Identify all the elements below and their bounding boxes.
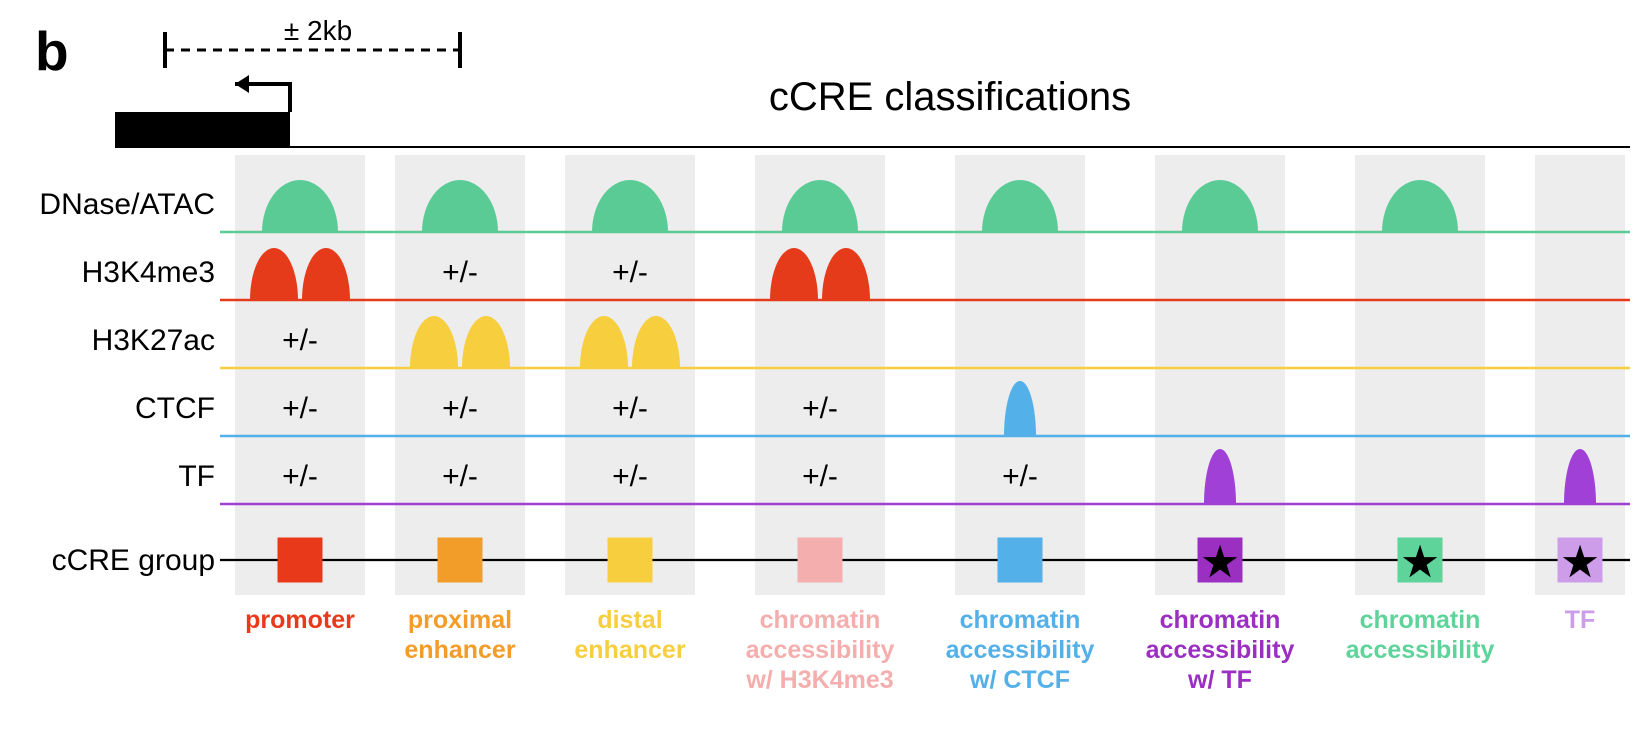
pm-ctcf-ca_h3k4me3: +/- [802, 392, 838, 425]
group-star-ca_tf: ★ [1202, 541, 1238, 585]
diagram-title: cCRE classifications [769, 75, 1131, 119]
category-label-ca_h3k4me3-1: accessibility [746, 636, 895, 664]
category-label-prox_enh-0: proximal [408, 606, 512, 634]
category-label-ca_tf-2: w/ TF [1187, 666, 1252, 694]
category-label-ca_ctcf-2: w/ CTCF [969, 666, 1070, 694]
group-box-ca_h3k4me3 [798, 538, 843, 583]
group-star-tf_only: ★ [1562, 541, 1598, 585]
category-label-ca_ctcf-1: accessibility [946, 636, 1095, 664]
pm-tf-dist_enh: +/- [612, 460, 648, 493]
track-label-h3k4me3: H3K4me3 [82, 256, 215, 289]
pm-ctcf-prox_enh: +/- [442, 392, 478, 425]
track-label-dnase: DNase/ATAC [39, 188, 215, 221]
pm-ctcf-promoter: +/- [282, 392, 318, 425]
category-label-prox_enh-1: enhancer [404, 636, 515, 664]
category-label-dist_enh-0: distal [597, 606, 662, 634]
category-label-ca_ctcf-0: chromatin [960, 606, 1081, 634]
track-label-tf: TF [178, 460, 215, 493]
track-label-h3k27ac: H3K27ac [92, 324, 215, 357]
pm-h3k27ac-promoter: +/- [282, 324, 318, 357]
gene-body [115, 112, 290, 147]
category-label-ca-0: chromatin [1360, 606, 1481, 634]
pm-h3k4me3-prox_enh: +/- [442, 256, 478, 289]
panel-letter: b [35, 20, 69, 82]
distance-label: ± 2kb [284, 15, 352, 46]
category-label-ca_h3k4me3-0: chromatin [760, 606, 881, 634]
category-label-dist_enh-1: enhancer [574, 636, 685, 664]
track-label-ctcf: CTCF [135, 392, 215, 425]
category-label-ca_tf-1: accessibility [1146, 636, 1295, 664]
category-label-ca_tf-0: chromatin [1160, 606, 1281, 634]
pm-h3k4me3-dist_enh: +/- [612, 256, 648, 289]
pm-tf-ca_h3k4me3: +/- [802, 460, 838, 493]
category-label-tf_only-0: TF [1565, 606, 1596, 634]
group-box-ca_ctcf [998, 538, 1043, 583]
category-label-ca-1: accessibility [1346, 636, 1495, 664]
column-bg-tf_only [1535, 155, 1625, 595]
category-label-ca_h3k4me3-2: w/ H3K4me3 [745, 666, 893, 694]
group-box-promoter [278, 538, 323, 583]
pm-ctcf-dist_enh: +/- [612, 392, 648, 425]
pm-tf-ca_ctcf: +/- [1002, 460, 1038, 493]
group-box-dist_enh [608, 538, 653, 583]
pm-tf-promoter: +/- [282, 460, 318, 493]
pm-tf-prox_enh: +/- [442, 460, 478, 493]
group-track-label: cCRE group [52, 544, 215, 577]
group-star-ca: ★ [1402, 541, 1438, 585]
category-label-promoter-0: promoter [245, 606, 355, 634]
group-box-prox_enh [438, 538, 483, 583]
